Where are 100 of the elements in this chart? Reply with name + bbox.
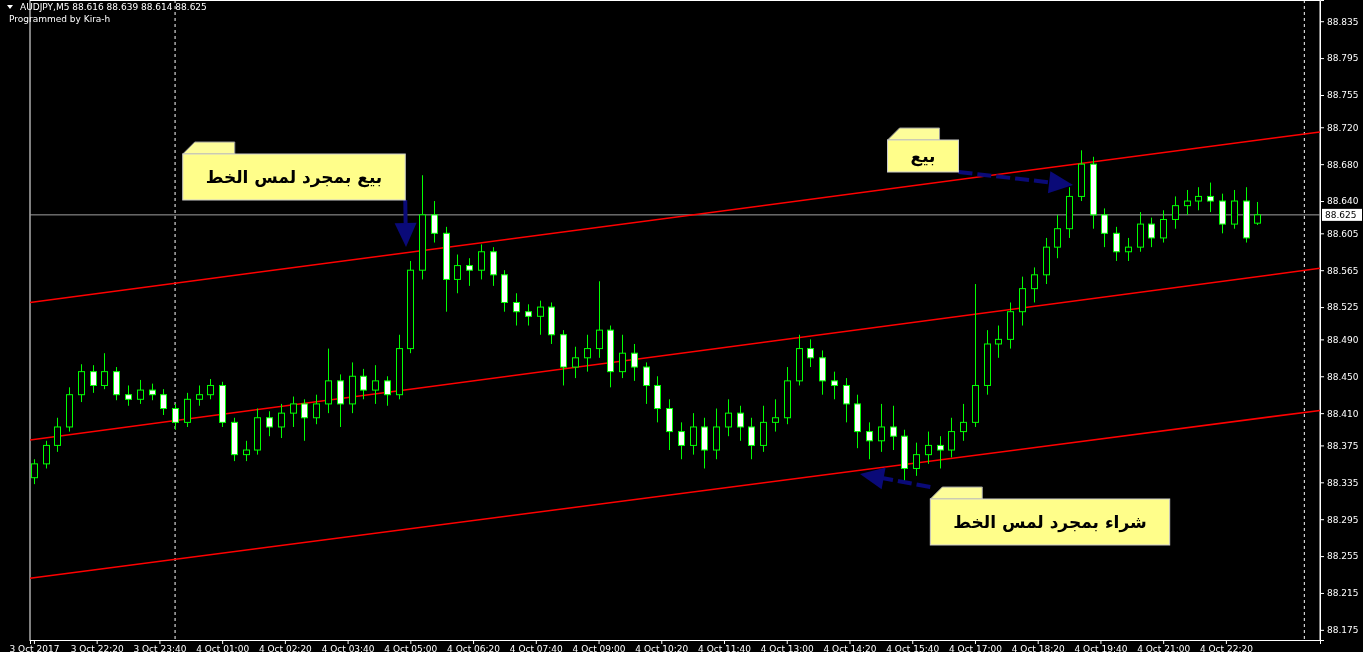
x-tick-label: 3 Oct 2017 [9,643,60,652]
candlestick [654,375,661,423]
candlestick [1101,207,1108,248]
candlestick [337,373,344,428]
y-tick-label: 88.640 [1327,196,1359,207]
candlestick [1172,195,1179,230]
candlestick [360,368,367,400]
candlestick [1231,189,1238,230]
x-tick-label: 4 Oct 18:20 [1011,643,1065,652]
candlestick [372,364,379,405]
candlestick [1254,201,1261,226]
candlestick [490,246,497,287]
candlestick [301,398,308,442]
candlestick [772,398,779,433]
candlestick [878,403,885,453]
candlestick [725,398,732,437]
y-tick-label: 88.335 [1327,477,1359,488]
candlestick [454,254,461,294]
candlestick [748,417,755,460]
candlestick [537,300,544,336]
x-tick-label: 4 Oct 15:40 [886,643,940,652]
x-tick-label: 4 Oct 09:00 [572,643,626,652]
y-tick-label: 88.215 [1327,588,1359,599]
candlestick [1195,186,1202,211]
y-tick-label: 88.525 [1327,302,1359,313]
candlestick [1031,266,1038,303]
candlestick [478,243,485,280]
candlestick [1160,209,1167,244]
candlestick [631,343,638,382]
x-tick-label: 4 Oct 21:00 [1137,643,1191,652]
candlestick [1019,276,1026,327]
x-tick-label: 4 Oct 01:00 [196,643,250,652]
x-tick-label: 4 Oct 19:40 [1074,643,1128,652]
candlestick [466,257,473,287]
candlestick [1219,193,1226,234]
y-tick-label: 88.565 [1327,265,1359,276]
candlestick [995,325,1002,359]
candlestick [101,352,108,390]
y-tick-label: 88.755 [1327,90,1359,101]
annotation: شراء بمجرد لمس الخط [953,512,1147,533]
candlestick [184,392,191,428]
candlestick [43,440,50,469]
candlestick [690,412,697,456]
candlestick [1113,226,1120,262]
y-tick-label: 88.605 [1327,228,1359,239]
candlestick [207,378,214,400]
candlestick [313,394,320,425]
candlestick [960,403,967,442]
candlestick [525,303,532,327]
x-tick-label: 4 Oct 06:20 [447,643,501,652]
candlestick [513,292,520,327]
candlestick [584,334,591,373]
candlestick [843,377,850,423]
chart-title: AUDJPY,M5 88.616 88.639 88.614 88.625 [20,2,207,12]
candlestick [678,421,685,460]
candlestick [196,384,203,407]
x-tick-label: 3 Oct 23:40 [133,643,187,652]
candlestick [596,280,603,359]
candlestick [1054,214,1061,259]
x-tick-label: 4 Oct 13:00 [760,643,814,652]
candlestick [1148,217,1155,248]
candlestick [1207,182,1214,213]
candlestick [737,405,744,442]
candlestick [90,364,97,394]
x-tick-label: 4 Oct 17:00 [948,643,1003,652]
y-tick-label: 88.410 [1327,408,1359,419]
x-tick-label: 4 Oct 02:20 [258,643,313,652]
y-tick-label: 88.835 [1327,16,1359,27]
candlestick [1125,237,1132,262]
candlestick [913,442,920,477]
y-tick-label: 88.720 [1327,122,1359,133]
y-tick-label: 88.295 [1327,514,1359,525]
x-tick-label: 4 Oct 10:20 [635,643,689,652]
y-tick-label: 88.375 [1327,440,1359,451]
y-tick-label: 88.175 [1327,625,1359,636]
candlestick [643,361,650,405]
candlestick [819,349,826,396]
x-tick-label: 4 Oct 11:40 [698,643,752,652]
x-tick-label: 4 Oct 07:40 [509,643,564,652]
candlestick [701,417,708,469]
candlestick [325,348,332,414]
annotation: بيع بمجرد لمس الخط [205,167,383,188]
y-tick-label: 88.795 [1327,53,1359,64]
candlestick [1137,211,1144,253]
candlestick [266,410,273,437]
candlestick [831,371,838,400]
y-tick-label: 88.450 [1327,371,1359,382]
candlestick [1184,189,1191,216]
y-tick-label: 88.255 [1327,551,1359,562]
candlestick [31,458,38,485]
candlestick [113,366,120,401]
candlestick [760,405,767,453]
candlestick [866,421,873,460]
text: Programmed by Kira-h [9,14,111,24]
candlestick [290,396,297,428]
candlestick [278,403,285,439]
candlestick [243,440,250,462]
candlestick [54,417,61,453]
x-tick-label: 4 Oct 05:00 [384,643,438,652]
candlestick [937,435,944,469]
